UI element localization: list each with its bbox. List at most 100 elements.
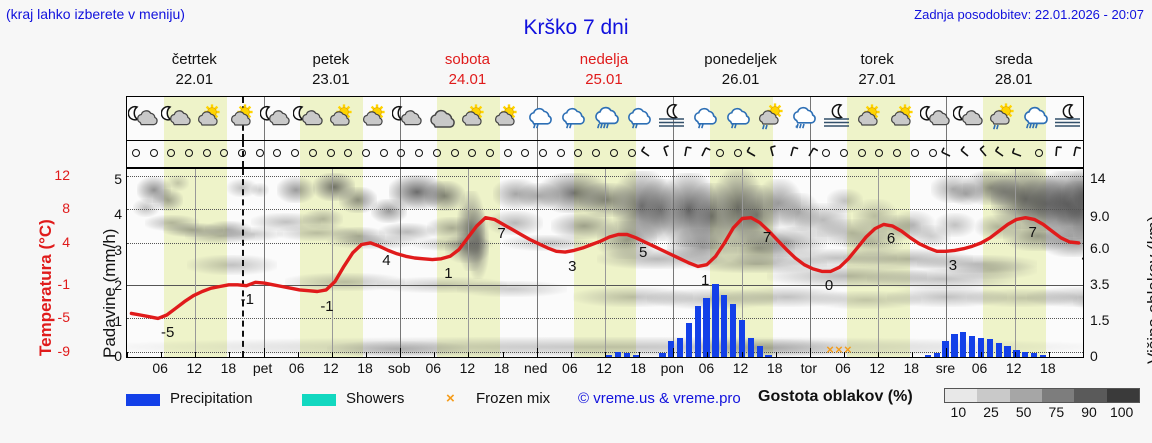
x-axis-tick xyxy=(502,352,504,357)
cloud-density-blob xyxy=(767,265,927,287)
precipitation-bar xyxy=(694,305,701,357)
copyright-link[interactable]: © vreme.us & vreme.pro xyxy=(578,390,741,407)
vertical-gridline xyxy=(195,169,197,357)
calm-wind-icon xyxy=(857,149,866,157)
cloud-density-tick-label: 90 xyxy=(1081,404,1097,420)
x-axis-tick-label: 06 xyxy=(698,360,715,376)
day-header-0: četrtek 22.01 xyxy=(126,50,263,90)
wind-barb xyxy=(683,146,692,157)
temperature-point-label: 7 xyxy=(1028,223,1037,241)
day-date: 26.01 xyxy=(721,71,760,88)
temperature-point-label: 3 xyxy=(568,258,577,276)
calm-wind-icon xyxy=(167,149,176,157)
cloud-height-tick-label: 9.0 xyxy=(1090,207,1110,224)
day-separator xyxy=(536,141,538,167)
x-axis-tick-label: 06 xyxy=(971,360,988,376)
precipitation-bar xyxy=(756,346,763,357)
x-axis-tick-label: 12 xyxy=(596,360,612,376)
weather-icon-sun-cloud xyxy=(887,103,917,133)
weather-icon-moon-cloud xyxy=(293,103,323,133)
cloud-density-tick-label: 25 xyxy=(983,404,999,420)
weather-icon-moon-cloud xyxy=(392,103,422,133)
cloud-density-blob xyxy=(817,219,887,247)
day-name: torek xyxy=(860,51,894,68)
x-axis-tick xyxy=(570,352,572,357)
day-separator xyxy=(263,141,265,167)
x-axis-tick xyxy=(707,352,709,357)
calm-wind-icon xyxy=(149,149,158,157)
precipitation-tick-label: 5 xyxy=(114,170,122,187)
day-header-1: petek 23.01 xyxy=(263,50,400,90)
x-axis-tick-label: 18 xyxy=(357,360,373,376)
cloud-density-blob xyxy=(251,183,269,197)
x-axis-tick-label: 18 xyxy=(903,360,920,376)
precipitation-bar xyxy=(738,319,746,357)
vertical-gridline xyxy=(331,169,333,357)
x-axis-tick-label: 18 xyxy=(220,360,237,376)
cloud-density-blob xyxy=(687,255,827,273)
cloud-density-blob xyxy=(811,291,921,309)
calm-wind-icon xyxy=(415,149,424,157)
wind-barb xyxy=(746,146,756,157)
x-axis-tick xyxy=(468,352,470,357)
cloud-density-swatch xyxy=(977,389,1010,402)
precipitation-bar xyxy=(933,353,940,357)
temperature-point-label: 6 xyxy=(886,230,896,248)
calm-wind-icon xyxy=(609,149,618,157)
calm-wind-icon xyxy=(397,149,406,157)
temperature-tick-label: -5 xyxy=(57,309,70,326)
day-date: 27.01 xyxy=(858,71,896,88)
cloud-density-tick-label: 75 xyxy=(1048,404,1065,420)
temperature-point-label: -1 xyxy=(240,290,254,308)
cloud-density-blob xyxy=(187,255,277,275)
location-menu-note[interactable]: (kraj lahko izberete v meniju) xyxy=(6,6,185,22)
cloud-height-axis-title: Višina oblakov (km) xyxy=(1122,168,1152,368)
weather-icon-sun-cloud xyxy=(194,103,224,133)
cloud-height-tick-label: 14 xyxy=(1090,170,1106,187)
temperature-point-label: 7 xyxy=(762,228,772,246)
cloud-density-gradient-labels: 10 25 50 75 90 100 xyxy=(938,404,1146,422)
frozen-mix-marker-icon: × xyxy=(826,342,834,357)
x-axis-tick xyxy=(400,348,402,357)
wind-barb xyxy=(979,145,987,157)
x-axis-tick xyxy=(195,352,197,357)
precipitation-bar xyxy=(1004,346,1011,357)
x-axis-tick-label: tor xyxy=(800,360,818,376)
cloud-density-blob xyxy=(827,189,863,213)
day-name: nedelja xyxy=(579,51,629,68)
day-separator xyxy=(673,141,675,167)
x-axis-tick xyxy=(980,352,982,357)
weather-icon-moon-fog xyxy=(656,103,686,133)
forecast-plot[interactable]: ×××-5-1-1417351706374 xyxy=(126,168,1084,358)
weather-icon-rain-cloud xyxy=(689,103,719,133)
cloud-density-blob xyxy=(843,249,973,269)
day-name: četrtek xyxy=(171,51,217,68)
cloud-density-blob xyxy=(303,209,343,229)
x-axis-tick xyxy=(844,352,845,357)
temperature-point-label: 1 xyxy=(700,272,710,290)
calm-wind-icon xyxy=(255,149,264,157)
calm-wind-icon xyxy=(556,149,565,157)
calm-wind-icon xyxy=(822,149,831,157)
x-axis-tick-label: 12 xyxy=(186,360,203,376)
calm-wind-icon xyxy=(308,149,317,157)
precipitation-bar xyxy=(685,323,693,357)
weather-icon-sun-cloud xyxy=(227,103,257,133)
cloud-density-tick-label: 100 xyxy=(1109,404,1134,420)
cloud-height-tick-label: 1.5 xyxy=(1090,312,1110,329)
cloud-density-blob xyxy=(227,179,257,197)
frozen-mix-marker-icon: × xyxy=(844,342,852,357)
x-axis-tick xyxy=(229,352,231,357)
day-header-3: nedelja 25.01 xyxy=(536,50,673,90)
cloud-density-tick-label: 10 xyxy=(950,404,967,420)
temperature-point-label: 4 xyxy=(382,252,391,270)
x-axis-tick xyxy=(161,352,163,357)
temperature-axis-ticks: 12 8 4 -1 -5 -9 xyxy=(30,160,70,370)
cloud-density-blob xyxy=(379,223,435,241)
vertical-gridline xyxy=(468,169,470,357)
weather-icon-sun-cloud xyxy=(326,103,356,133)
calm-wind-icon xyxy=(220,149,229,157)
cloud-density-blob xyxy=(967,289,1077,307)
cloud-density-blob xyxy=(223,227,283,241)
weather-icon-sun-cloud xyxy=(854,103,884,133)
